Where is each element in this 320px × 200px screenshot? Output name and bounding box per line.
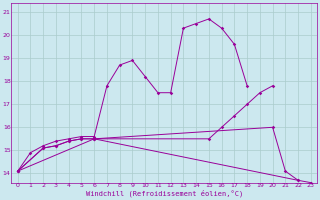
X-axis label: Windchill (Refroidissement éolien,°C): Windchill (Refroidissement éolien,°C) xyxy=(86,190,243,197)
